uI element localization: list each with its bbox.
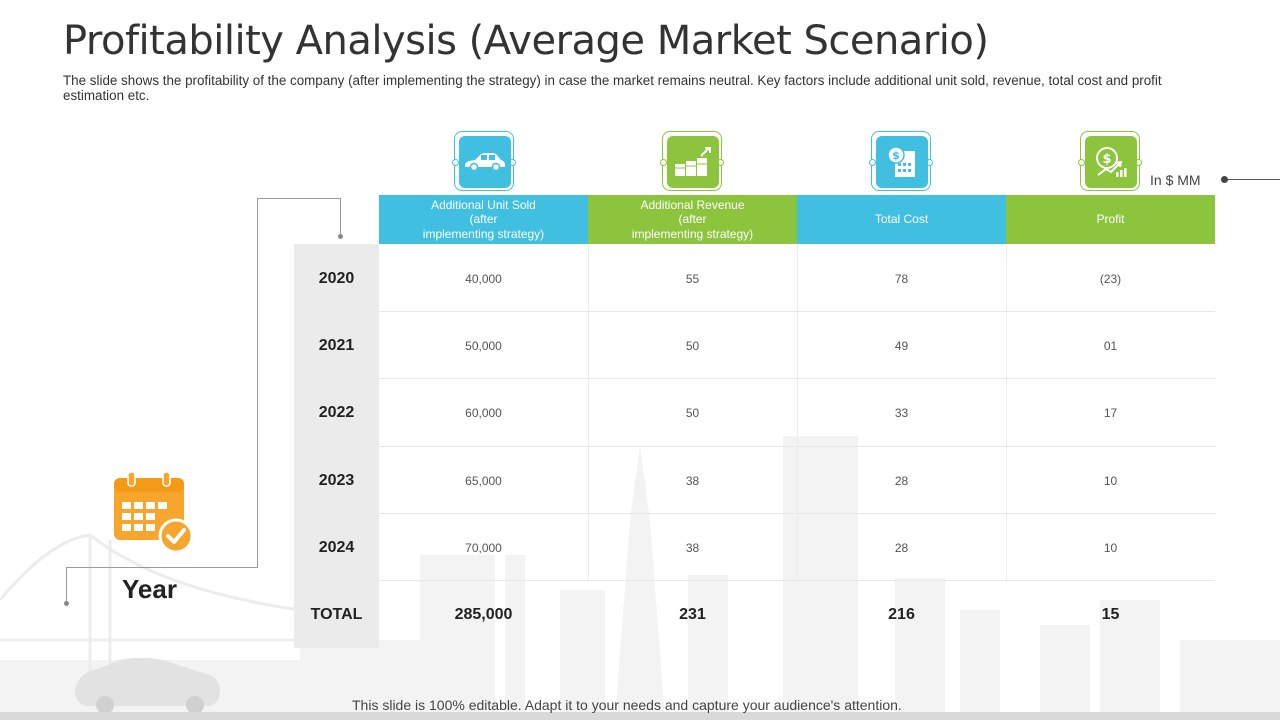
table-cell: 78: [894, 271, 909, 286]
year-cell-2022: 2022: [318, 403, 355, 421]
table-cell: 38: [685, 473, 700, 488]
connector-line: [66, 567, 67, 603]
header-additional-unit-sold: Additional Unit Sold (after implementing s…: [379, 195, 588, 244]
table-cell: 60,000: [465, 405, 502, 420]
unit-label: In $ MM: [1150, 172, 1201, 188]
table-cell: 70,000: [465, 540, 502, 555]
row-divider: [379, 580, 1215, 581]
bottom-bar: [0, 712, 1280, 720]
row-divider: [379, 311, 1215, 312]
car-icon: [465, 153, 505, 172]
money-growth-icon: [675, 147, 711, 176]
row-divider: [379, 446, 1215, 447]
year-cell-2020: 2020: [318, 269, 355, 287]
row-divider: [379, 513, 1215, 514]
year-cell-2024: 2024: [318, 538, 355, 556]
column-divider: [1006, 244, 1007, 581]
year-cell-2021: 2021: [318, 336, 355, 354]
connector-dot: [64, 601, 69, 606]
column-icon-revenue: [660, 131, 724, 191]
table-cell: 28: [894, 473, 909, 488]
total-cell: 15: [1101, 605, 1120, 623]
total-cell: 216: [888, 605, 915, 623]
invoice-dollar-icon: $: [887, 146, 915, 177]
table-cell: 50: [685, 338, 700, 353]
unit-connector-line: [1222, 179, 1280, 180]
connector-line: [340, 198, 341, 236]
connector-line: [257, 198, 258, 567]
connector-line: [66, 567, 258, 568]
table-cell: 01: [1103, 338, 1118, 353]
table-cell: 38: [685, 540, 700, 555]
footer-note: This slide is 100% editable. Adapt it to…: [352, 697, 902, 713]
header-additional-revenue: Additional Revenue (after implementing str…: [588, 195, 797, 244]
connector-dot: [338, 234, 343, 239]
svg-text:$: $: [892, 149, 900, 162]
header-total-cost: Total Cost: [797, 195, 1006, 244]
year-cell-2023: 2023: [318, 471, 355, 489]
table-cell: 65,000: [465, 473, 502, 488]
total-cell: 285,000: [454, 605, 513, 623]
page-title: Profitability Analysis (Average Market S…: [63, 18, 989, 64]
header-profit: Profit: [1006, 195, 1215, 244]
column-icon-profit: $: [1078, 131, 1142, 191]
table-cell: 49: [894, 338, 909, 353]
table-cell: 28: [894, 540, 909, 555]
column-divider: [797, 244, 798, 581]
year-label: Year: [122, 574, 177, 604]
column-divider: [588, 244, 589, 581]
table-cell: 33: [894, 405, 909, 420]
table-cell: 55: [685, 271, 700, 286]
row-divider: [379, 378, 1215, 379]
calendar-check-icon: [114, 472, 194, 554]
table-cell: (23): [1099, 271, 1122, 286]
table-cell: 10: [1103, 473, 1118, 488]
connector-line: [257, 198, 341, 199]
svg-text:$: $: [1102, 152, 1111, 167]
table-cell: 50,000: [465, 338, 502, 353]
column-icon-unit-sold: [452, 131, 516, 191]
year-column: [294, 244, 379, 648]
table-cell: 50: [685, 405, 700, 420]
profit-chart-icon: $: [1096, 147, 1127, 177]
unit-connector-dot: [1221, 176, 1228, 183]
total-label: TOTAL: [310, 605, 363, 623]
column-icon-total-cost: $: [869, 131, 933, 191]
table-cell: 10: [1103, 540, 1118, 555]
table-cell: 17: [1103, 405, 1118, 420]
table-cell: 40,000: [465, 271, 502, 286]
page-subtitle: The slide shows the profitability of the…: [63, 73, 1162, 103]
total-cell: 231: [679, 605, 706, 623]
